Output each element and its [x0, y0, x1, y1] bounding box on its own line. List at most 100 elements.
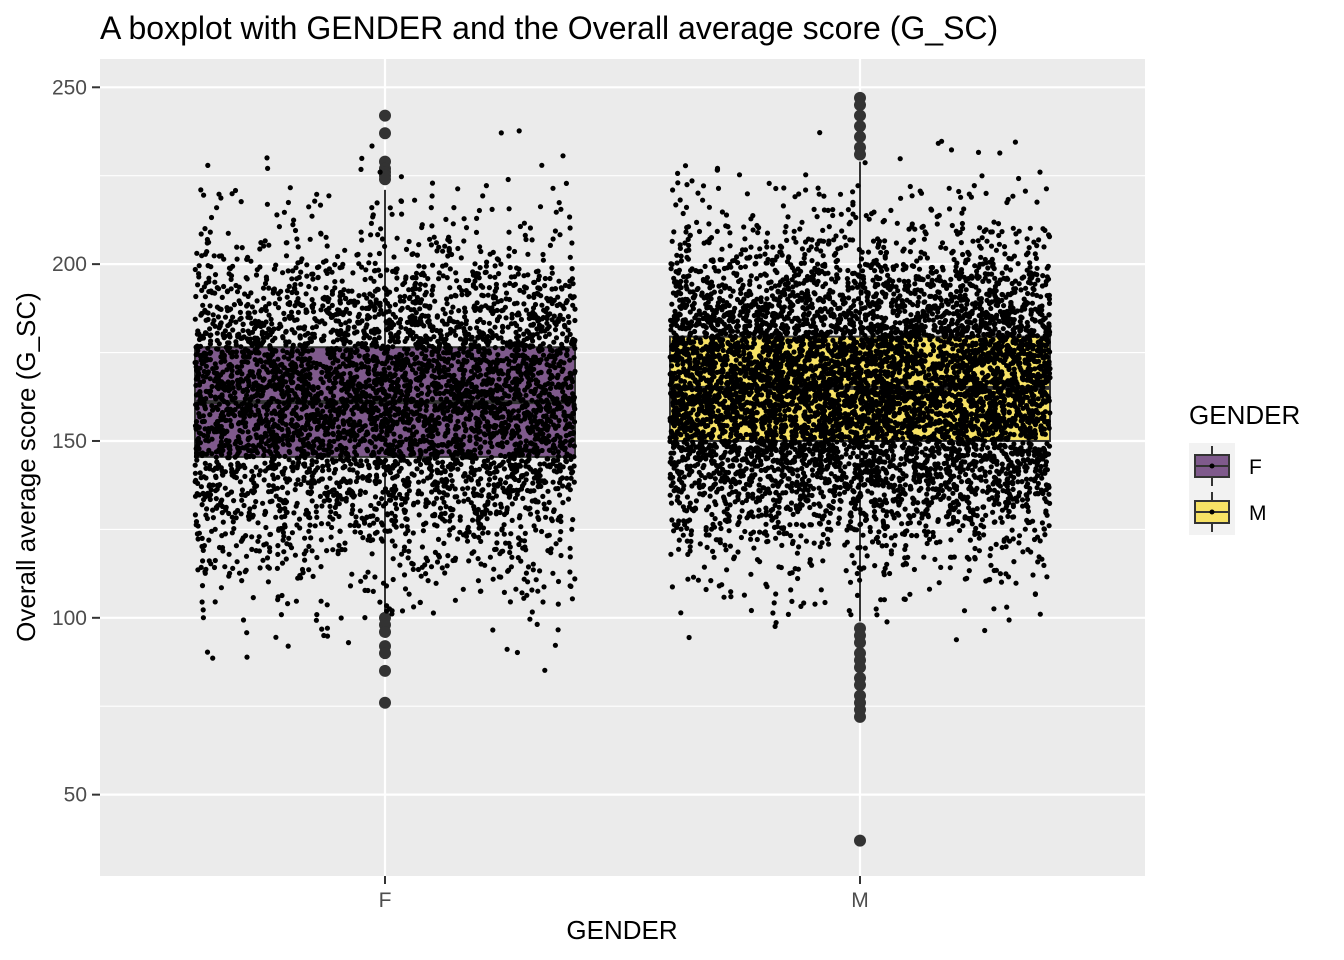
jitter-point: [198, 400, 204, 406]
jitter-point: [468, 375, 474, 381]
jitter-point: [242, 291, 248, 297]
jitter-point: [244, 392, 250, 398]
jitter-point: [343, 306, 349, 312]
jitter-point: [365, 365, 372, 371]
jitter-point: [318, 564, 324, 570]
jitter-point: [496, 271, 502, 277]
jitter-point: [442, 468, 448, 474]
outlier-point: [854, 636, 866, 649]
jitter-point: [324, 458, 330, 464]
jitter-point: [445, 253, 451, 259]
jitter-point: [491, 469, 497, 475]
jitter-point: [336, 307, 342, 313]
jitter-point: [301, 448, 307, 454]
jitter-point: [455, 499, 462, 505]
jitter-point: [256, 368, 262, 374]
jitter-point: [560, 153, 566, 159]
jitter-point: [555, 578, 562, 585]
jitter-point: [302, 324, 308, 330]
jitter-point: [282, 316, 288, 322]
jitter-point: [454, 380, 460, 386]
jitter-point: [257, 565, 263, 571]
jitter-point: [441, 400, 447, 406]
jitter-point: [319, 503, 325, 509]
jitter-point: [232, 413, 238, 419]
jitter-point: [192, 266, 198, 273]
jitter-point: [232, 510, 238, 516]
jitter-point: [283, 500, 289, 506]
jitter-point: [438, 384, 444, 390]
jitter-point: [538, 397, 544, 403]
jitter-point: [510, 353, 517, 359]
jitter-point: [434, 495, 440, 501]
jitter-point: [571, 355, 577, 361]
jitter-point: [418, 469, 425, 475]
jitter-point: [563, 433, 570, 439]
jitter-point: [511, 396, 517, 402]
jitter-point: [196, 411, 202, 417]
jitter-point: [280, 394, 286, 400]
jitter-point: [571, 339, 577, 345]
jitter-point: [283, 240, 289, 246]
jitter-point: [227, 417, 233, 423]
jitter-point: [281, 310, 287, 316]
jitter-point: [498, 130, 504, 136]
jitter-point: [546, 499, 552, 505]
jitter-point: [295, 399, 301, 405]
jitter-point: [528, 440, 534, 446]
jitter-point: [399, 608, 406, 614]
jitter-point: [231, 498, 237, 504]
jitter-point: [192, 316, 198, 322]
jitter-point: [306, 283, 312, 290]
jitter-point: [342, 296, 349, 302]
jitter-point: [415, 566, 421, 573]
jitter-point: [571, 370, 578, 376]
jitter-point: [362, 489, 368, 495]
jitter-point: [444, 332, 450, 338]
jitter-point: [258, 341, 264, 347]
jitter-point: [421, 478, 427, 484]
jitter-point: [498, 298, 504, 304]
jitter-point: [542, 275, 548, 282]
jitter-point: [466, 529, 472, 535]
jitter-point: [196, 263, 202, 269]
jitter-point: [447, 348, 453, 354]
jitter-point: [257, 412, 263, 418]
jitter-point: [537, 392, 543, 398]
jitter-point: [203, 363, 209, 369]
jitter-point: [401, 572, 408, 578]
jitter-point: [417, 448, 423, 454]
jitter-point: [475, 556, 481, 562]
jitter-point: [568, 475, 574, 481]
jitter-point: [295, 260, 301, 266]
jitter-point: [373, 299, 379, 305]
jitter-point: [402, 404, 409, 410]
jitter-point: [349, 422, 355, 428]
jitter-point: [406, 538, 412, 544]
jitter-point: [424, 398, 430, 404]
jitter-point: [201, 497, 207, 503]
jitter-point: [402, 377, 408, 383]
jitter-point: [355, 366, 361, 372]
jitter-point: [199, 287, 205, 293]
jitter-point: [398, 324, 404, 330]
jitter-point: [480, 293, 486, 299]
jitter-point: [269, 410, 275, 416]
outlier-point: [854, 834, 866, 847]
jitter-point: [472, 339, 478, 345]
jitter-point: [380, 538, 386, 544]
jitter-point: [434, 467, 440, 473]
jitter-point: [521, 331, 527, 337]
jitter-point: [332, 504, 338, 510]
jitter-point: [565, 496, 572, 502]
jitter-point: [528, 488, 534, 494]
jitter-point: [465, 485, 471, 491]
jitter-point: [486, 285, 492, 291]
jitter-point: [309, 347, 315, 353]
jitter-point: [436, 244, 442, 250]
jitter-point: [202, 460, 208, 466]
jitter-point: [204, 240, 210, 246]
jitter-point: [273, 514, 279, 520]
jitter-point: [381, 464, 387, 470]
jitter-point: [246, 516, 252, 522]
